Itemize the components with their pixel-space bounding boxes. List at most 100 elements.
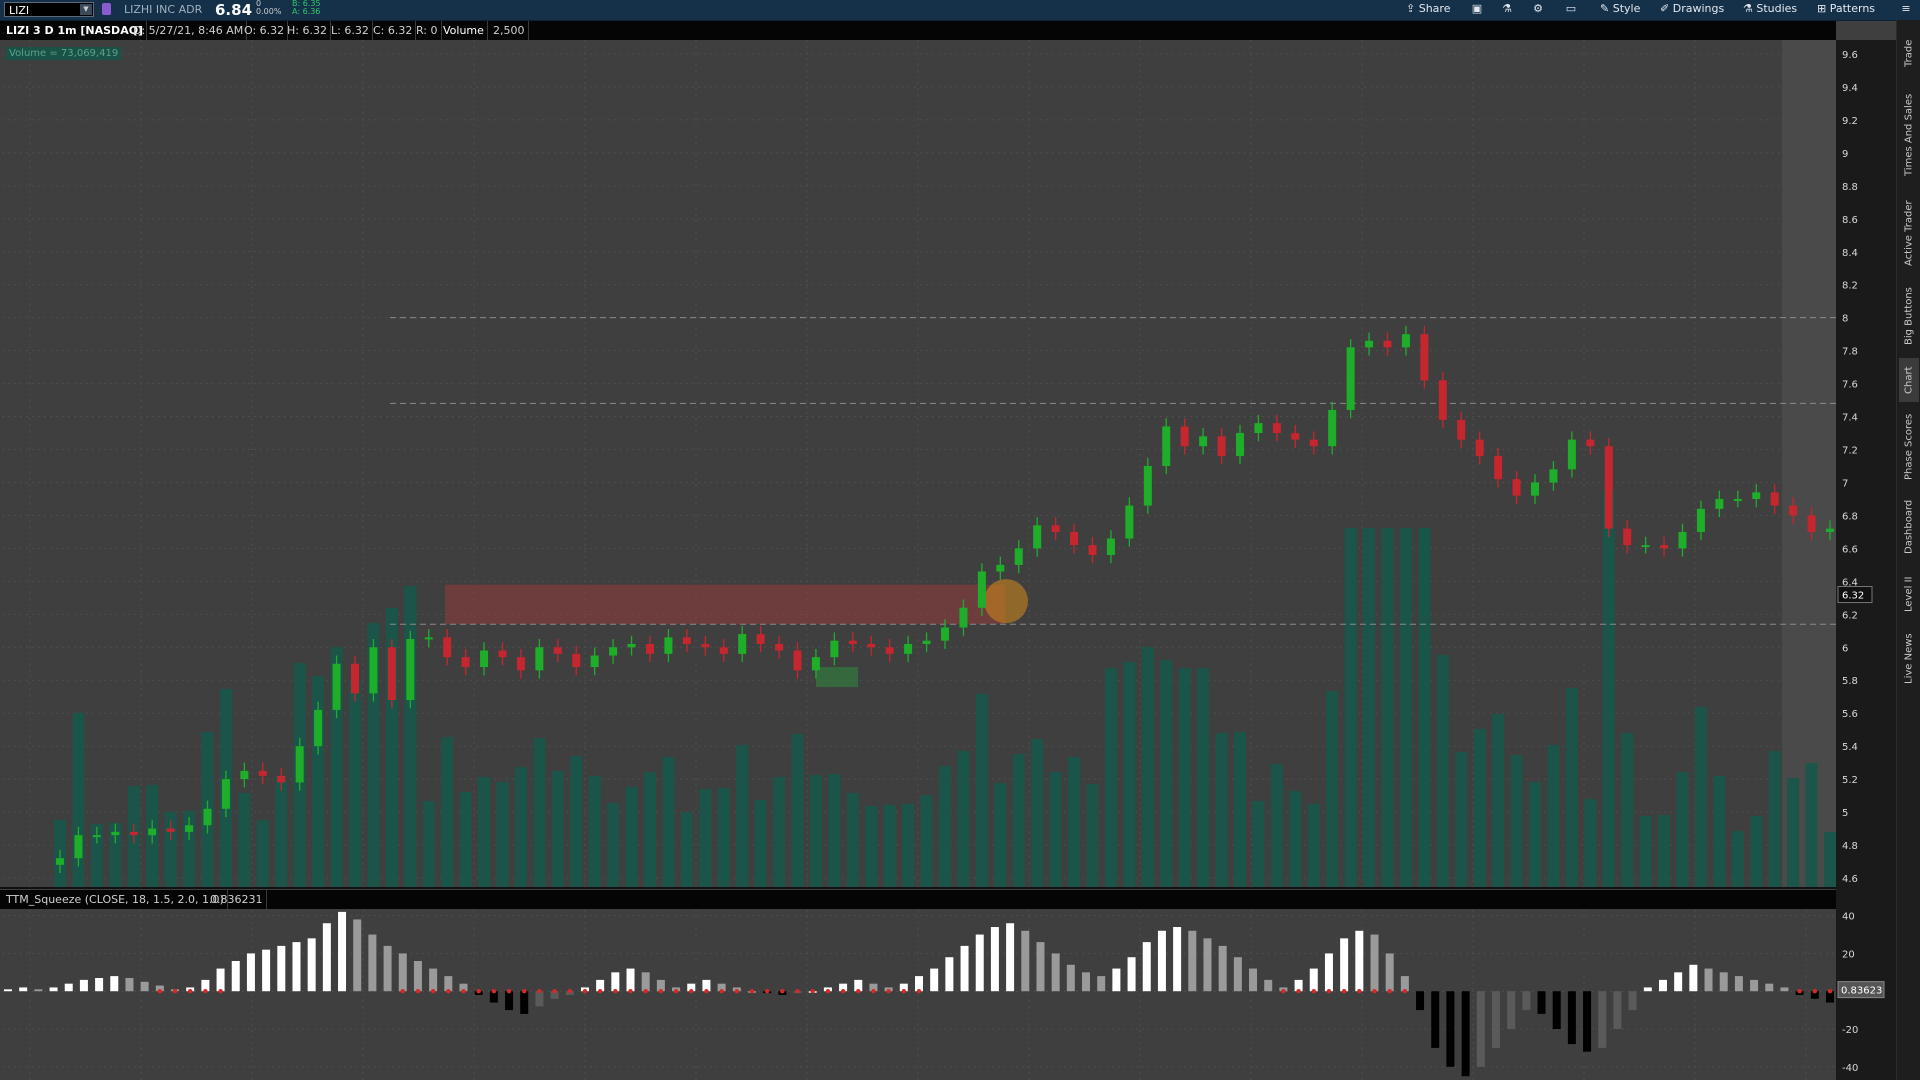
histogram-bar — [110, 976, 119, 992]
screenshot-icon[interactable]: ▣ — [1471, 2, 1483, 15]
histogram-bar — [550, 991, 559, 999]
squeeze-dot — [400, 989, 405, 994]
candle-body — [1088, 545, 1097, 555]
tab-live-news[interactable]: Live News — [1903, 633, 1915, 685]
histogram-bar — [1249, 968, 1258, 992]
volume-bar — [1510, 755, 1523, 888]
volume-bar — [1750, 816, 1763, 888]
style-button[interactable]: ✎ Style — [1600, 2, 1640, 15]
candle-body — [166, 828, 175, 832]
share-button[interactable]: ⇪ Share — [1406, 2, 1450, 15]
volume-bar — [1787, 778, 1800, 888]
histogram-bar — [1127, 957, 1136, 992]
candle-body — [498, 650, 507, 658]
squeeze-dot — [780, 989, 785, 994]
tab-level-ii[interactable]: Level II — [1903, 576, 1915, 612]
candle-body — [719, 647, 728, 654]
volume-bar — [846, 793, 859, 888]
resistance-zone[interactable] — [445, 584, 1005, 625]
volume-bar — [1289, 791, 1302, 888]
volume-bar — [1731, 831, 1744, 888]
candle-body — [1770, 492, 1779, 506]
squeeze-dot — [1797, 989, 1802, 994]
price-tick-label: 9.6 — [1842, 50, 1858, 61]
link-icon[interactable] — [102, 3, 111, 15]
timeframe-icon[interactable]: ▭ — [1565, 2, 1577, 15]
squeeze-dot — [476, 989, 481, 994]
squeeze-dot — [1827, 989, 1833, 994]
candle-body — [1549, 469, 1558, 483]
histogram-bar — [1066, 964, 1075, 992]
histogram-bar — [1780, 987, 1789, 992]
candle-body — [1567, 439, 1576, 470]
histogram-bar — [1476, 991, 1485, 1067]
tab-big-buttons[interactable]: Big Buttons — [1903, 287, 1915, 345]
candle-body — [848, 640, 857, 644]
histogram-bar — [413, 961, 422, 992]
volume-bar — [1418, 528, 1431, 888]
squeeze-dot — [825, 989, 831, 994]
candle-body — [74, 835, 83, 859]
gear-icon[interactable]: ⚙ — [1533, 2, 1543, 15]
volume-bar — [588, 776, 601, 888]
candle-body — [185, 825, 194, 832]
histogram-bar — [292, 942, 301, 992]
histogram-bar — [1006, 923, 1015, 992]
histogram-bar — [1309, 968, 1318, 992]
candle-body — [424, 637, 433, 640]
tab-dashboard[interactable]: Dashboard — [1903, 499, 1915, 555]
histogram-bar — [338, 911, 347, 992]
candle-body — [1623, 528, 1632, 546]
histogram-bar — [520, 991, 529, 1014]
histogram-bar — [1689, 964, 1698, 992]
tab-phase-scores[interactable]: Phase Scores — [1903, 413, 1915, 481]
studies-button[interactable]: ⚗ Studies — [1743, 2, 1797, 15]
chevron-down-icon[interactable]: ▼ — [80, 4, 92, 15]
price-tick-label: 9 — [1842, 149, 1848, 160]
squeeze-dot — [613, 989, 618, 994]
patterns-button[interactable]: ⊞ Patterns — [1817, 2, 1875, 15]
volume-bar — [1270, 764, 1283, 888]
net-change: 0 — [256, 0, 262, 8]
tab-trade[interactable]: Trade — [1903, 39, 1915, 67]
squeeze-tick-label: -40 — [1842, 1063, 1858, 1074]
histogram-bar — [489, 991, 498, 1003]
histogram-bar — [368, 934, 377, 992]
squeeze-dot — [1341, 989, 1347, 994]
candle-body — [295, 746, 304, 783]
tab-active-trader[interactable]: Active Trader — [1903, 200, 1915, 266]
volume-bar — [1215, 733, 1228, 888]
price-tick-label: 5.2 — [1842, 775, 1858, 786]
price-tick-label: 8.6 — [1842, 215, 1858, 226]
volume-bar — [1326, 691, 1339, 888]
candle-body — [1512, 479, 1521, 496]
histogram-bar — [1613, 991, 1622, 1029]
histogram-bar — [641, 972, 650, 992]
price-tick-label: 8.8 — [1842, 182, 1858, 193]
tab-times-and-sales[interactable]: Times And Sales — [1903, 93, 1915, 177]
price-scale-strip[interactable] — [1836, 40, 1896, 1080]
menu-icon[interactable]: ≡ — [1901, 2, 1911, 15]
candle-body — [1033, 525, 1042, 549]
histogram-bar — [1400, 976, 1409, 992]
last-price: 6.84 — [215, 1, 253, 19]
volume-bar — [791, 734, 804, 888]
price-tick-label: 5.6 — [1842, 709, 1858, 720]
symbol-text: LIZI — [9, 4, 30, 17]
breakout-marker[interactable] — [984, 579, 1028, 624]
volume-bar — [1621, 733, 1634, 888]
symbol-input[interactable]: LIZI ▼ — [4, 2, 94, 17]
tab-chart[interactable]: Chart — [1899, 358, 1919, 402]
drawings-button[interactable]: ✐ Drawings — [1660, 2, 1724, 15]
candle-body — [1162, 426, 1171, 466]
bar-high: H: 6.32 — [284, 21, 331, 40]
flask-icon[interactable]: ⚗ — [1502, 2, 1512, 15]
change-block: 0 0.00% — [256, 0, 281, 16]
volume-bar — [809, 775, 822, 888]
histogram-bar — [1370, 934, 1379, 992]
chart-area[interactable]: 4.6 4.8 5 5.2 5.4 5.6 5.8 6 6.2 6.4 6.6 6.8 7 7.2 7.4 7… — [0, 40, 1896, 1080]
histogram-bar — [1552, 991, 1561, 1029]
support-marker[interactable] — [816, 667, 858, 688]
volume-value: 2,500 — [490, 21, 529, 40]
histogram-bar — [64, 983, 73, 992]
